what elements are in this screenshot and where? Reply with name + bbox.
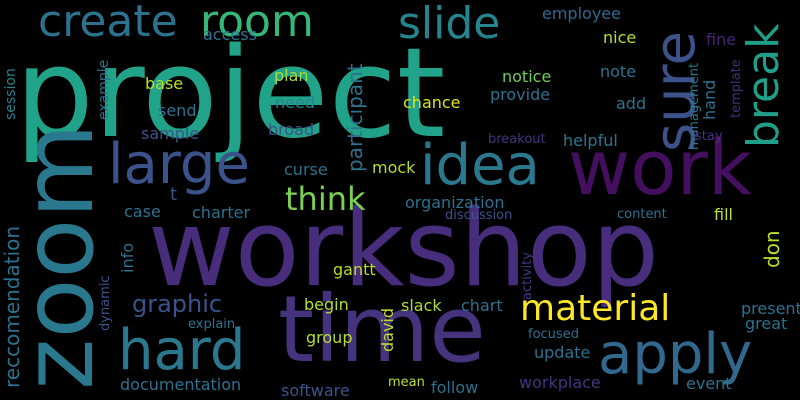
word: session <box>3 68 19 120</box>
word: t <box>170 184 178 205</box>
word: hard <box>118 318 246 383</box>
word: workplace <box>519 373 601 392</box>
word: room <box>200 0 314 47</box>
word: break <box>738 23 789 148</box>
word: large <box>108 132 250 197</box>
word: david <box>378 307 397 352</box>
word: begin <box>304 295 349 314</box>
word: great <box>745 314 788 333</box>
word: mock <box>372 158 416 177</box>
word: fill <box>714 205 733 224</box>
word: slack <box>401 296 442 315</box>
word: gantt <box>333 260 376 279</box>
word: material <box>520 288 671 329</box>
word: content <box>617 207 667 222</box>
word: follow <box>431 378 479 397</box>
word: reccomendation <box>0 225 24 388</box>
word: add <box>616 94 647 113</box>
word: organization <box>405 193 505 212</box>
word: focused <box>528 327 579 342</box>
word: plan <box>274 66 309 85</box>
word: mean <box>388 375 425 390</box>
word: need <box>275 93 315 112</box>
word: base <box>145 74 184 93</box>
word: explain <box>188 317 236 332</box>
word: group <box>306 328 353 347</box>
word: template <box>729 59 744 118</box>
word: workshop <box>148 187 660 310</box>
word: idea <box>420 133 540 198</box>
word: documentation <box>120 375 242 394</box>
word: don <box>760 230 784 268</box>
word: discussion <box>445 208 513 223</box>
word: helpful <box>563 131 618 150</box>
word: dynamic <box>98 275 113 331</box>
word: sample <box>141 124 200 143</box>
word: chance <box>403 93 461 112</box>
word: note <box>600 62 637 81</box>
word: think <box>285 180 366 218</box>
word: notice <box>502 67 552 86</box>
word: provide <box>490 85 551 104</box>
word: broad <box>268 120 315 139</box>
word: zoom <box>2 123 116 390</box>
word: apply <box>598 322 753 387</box>
word: send <box>158 101 197 120</box>
word: software <box>281 381 350 400</box>
word: fine <box>706 30 737 49</box>
word: present <box>741 299 800 318</box>
word: access <box>203 25 257 44</box>
word: breakout <box>488 132 546 147</box>
word: activity <box>520 252 535 300</box>
word: charter <box>192 203 251 222</box>
word: participant <box>343 63 367 172</box>
word: graphic <box>132 290 223 318</box>
word: hand <box>700 79 719 120</box>
word: example <box>96 59 112 120</box>
word: create <box>38 0 178 47</box>
word: stay <box>695 129 723 144</box>
word: slide <box>398 0 501 49</box>
word: event <box>686 374 732 393</box>
word: update <box>534 343 591 362</box>
word: employee <box>542 4 621 23</box>
word: project <box>15 22 446 166</box>
word: info <box>118 242 137 273</box>
word: chart <box>461 296 503 315</box>
word: work <box>568 123 752 212</box>
word: nice <box>603 28 637 47</box>
word: curse <box>284 160 328 179</box>
word: time <box>278 276 486 383</box>
word: case <box>124 202 161 221</box>
